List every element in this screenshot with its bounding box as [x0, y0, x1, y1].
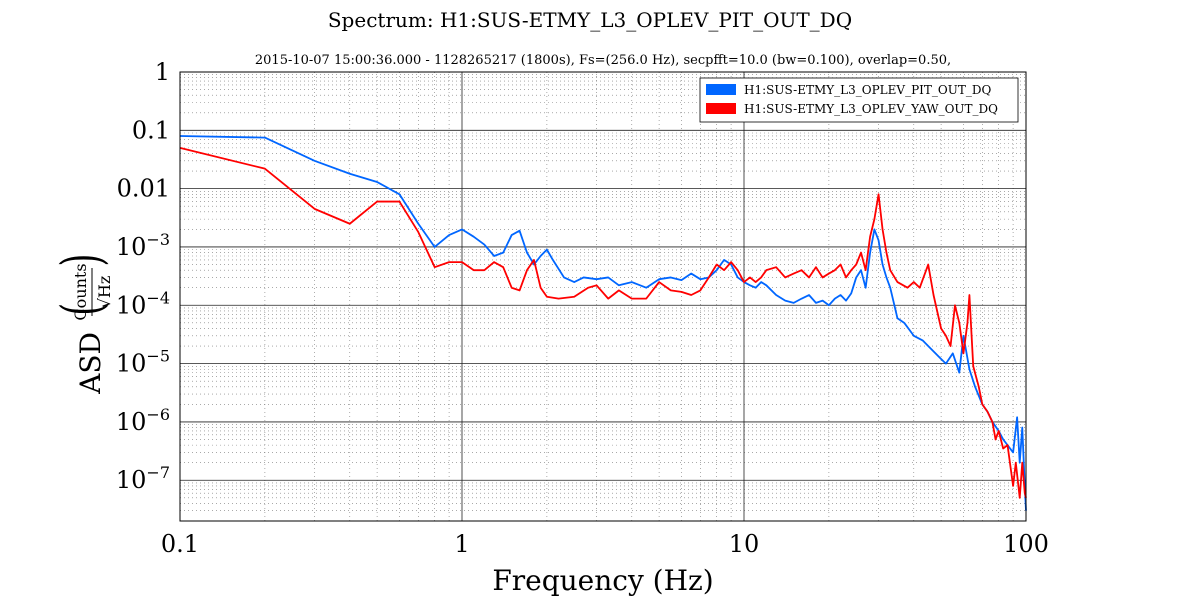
y-axis-label-text: ASD — [74, 332, 107, 395]
y-tick-label: 10−5 — [116, 347, 170, 378]
x-tick-label: 100 — [1003, 530, 1049, 558]
legend-swatch — [706, 103, 736, 114]
y-axis-paren-close: ) — [51, 254, 113, 267]
y-axis-unit-denominator: √Hz — [95, 276, 114, 309]
legend-label: H1:SUS-ETMY_L3_OPLEV_YAW_OUT_DQ — [744, 102, 998, 116]
chart-title: Spectrum: H1:SUS-ETMY_L3_OPLEV_PIT_OUT_D… — [328, 8, 852, 32]
y-tick-label: 10−4 — [116, 288, 170, 319]
x-tick-label: 0.1 — [161, 530, 199, 558]
legend-label: H1:SUS-ETMY_L3_OPLEV_PIT_OUT_DQ — [744, 83, 991, 97]
legend: H1:SUS-ETMY_L3_OPLEV_PIT_OUT_DQ H1:SUS-ET… — [699, 77, 1019, 123]
x-tick-label: 10 — [729, 530, 760, 558]
series-line-yaw — [179, 147, 1027, 499]
y-tick-label: 10−6 — [116, 405, 170, 436]
y-ticks: 1 0.1 0.01 10−3 10−4 10−5 10−6 10−7 — [116, 58, 170, 494]
y-tick-label: 0.01 — [117, 175, 170, 203]
x-tick-label: 1 — [454, 530, 469, 558]
series-line-pit — [179, 135, 1027, 511]
legend-swatch — [706, 84, 736, 95]
y-axis-paren-open: ( — [51, 303, 113, 316]
x-axis-label: Frequency (Hz) — [492, 564, 713, 597]
plot-frame — [179, 71, 1027, 522]
x-ticks: 0.1 1 10 100 — [161, 530, 1049, 558]
y-axis-unit-numerator: Counts — [71, 263, 90, 320]
y-tick-label: 1 — [155, 58, 170, 86]
y-tick-label: 10−3 — [116, 230, 170, 261]
grid — [180, 72, 1026, 521]
series-lines — [179, 135, 1027, 511]
chart-subtitle: 2015-10-07 15:00:36.000 - 1128265217 (18… — [255, 53, 951, 68]
y-tick-label: 0.1 — [132, 116, 170, 144]
y-tick-label: 10−7 — [116, 463, 170, 494]
y-axis-label: ASD ( Counts √Hz ) — [51, 254, 114, 395]
legend-box — [699, 77, 1019, 123]
